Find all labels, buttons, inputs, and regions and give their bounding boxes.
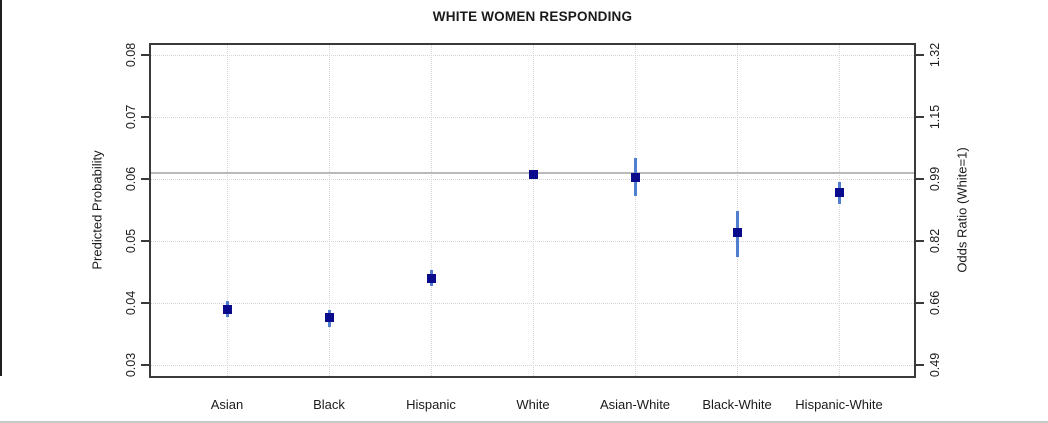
x-axis-category-label: Hispanic-White — [795, 397, 883, 412]
right-axis-tick-label: 0.49 — [928, 352, 942, 378]
left-axis-tick-label: 0.07 — [124, 104, 138, 129]
right-axis-tick — [916, 53, 924, 56]
right-axis-tick — [916, 301, 924, 304]
data-point-marker — [222, 304, 232, 314]
right-axis-tick-label: 0.66 — [928, 290, 942, 316]
data-point-marker — [834, 188, 844, 197]
right-axis-tick — [916, 115, 924, 118]
left-axis-tick — [141, 239, 149, 242]
gridline-horizontal — [149, 178, 916, 180]
right-axis-tick — [916, 239, 924, 242]
gridline-vertical — [839, 43, 840, 378]
left-axis-tick — [141, 301, 149, 304]
left-axis-tick-label: 0.06 — [124, 166, 138, 192]
gridline-horizontal — [149, 302, 916, 304]
x-axis-category-label: Black — [313, 397, 345, 412]
window-bottom-edge-line — [0, 421, 1048, 423]
left-axis-tick-label: 0.05 — [124, 228, 138, 254]
right-axis-tick-label: 0.82 — [928, 228, 942, 254]
chart-title: WHITE WOMEN RESPONDING — [432, 9, 633, 24]
data-point-marker — [630, 173, 640, 183]
x-axis-category-label: Black-White — [702, 397, 772, 412]
gridline-horizontal — [149, 240, 916, 242]
right-axis-tick-label: 0.99 — [928, 166, 942, 192]
data-point-marker — [426, 273, 436, 283]
left-axis-tick — [141, 53, 149, 56]
right-axis-tick — [916, 177, 924, 180]
gridline-horizontal — [149, 364, 916, 366]
x-axis-category-label: Asian-White — [599, 397, 671, 412]
gridline-vertical — [329, 43, 330, 378]
right-axis-tick — [916, 363, 924, 366]
x-axis-category-label: Hispanic — [406, 397, 456, 412]
data-point-marker — [324, 313, 334, 323]
right-axis-tick-label: 1.15 — [928, 104, 942, 129]
left-axis-tick-label: 0.03 — [124, 352, 138, 378]
left-axis-tick — [141, 363, 149, 366]
gridline-horizontal — [149, 116, 916, 118]
window-left-edge-line — [0, 0, 2, 376]
gridline-vertical — [533, 43, 534, 378]
gridline-horizontal — [149, 54, 916, 56]
left-axis-tick — [141, 115, 149, 118]
gridline-vertical — [431, 43, 432, 378]
left-axis-tick-label: 0.08 — [124, 42, 138, 67]
right-axis-tick-label: 1.32 — [928, 42, 942, 67]
x-axis-category-label: White — [516, 397, 550, 412]
x-axis-category-label: Asian — [210, 397, 244, 412]
gridline-vertical — [227, 43, 228, 378]
y-axis-label-right: Odds Ratio (White=1) — [954, 147, 970, 273]
gridline-vertical — [635, 43, 636, 378]
y-axis-label-left: Predicted Probability — [89, 150, 105, 270]
data-point-marker — [528, 170, 538, 180]
data-point-marker — [732, 228, 742, 238]
left-axis-tick-label: 0.04 — [124, 290, 138, 316]
left-axis-tick — [141, 177, 149, 180]
plot-area — [149, 43, 916, 378]
